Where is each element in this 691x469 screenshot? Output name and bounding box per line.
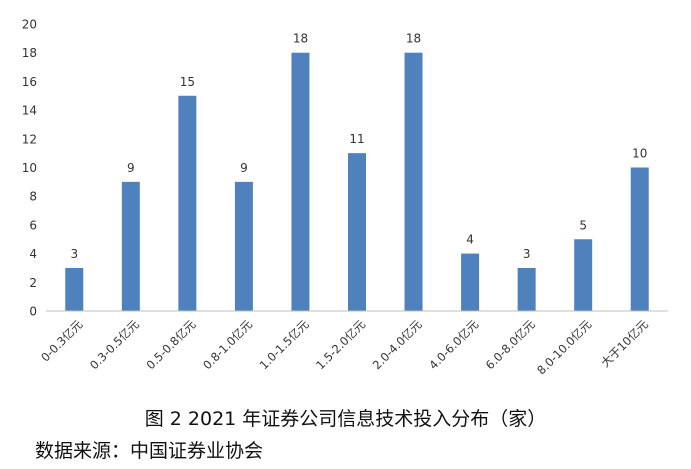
bars: 3 9 15 9 18 11 18 4 3 5 10 [65,32,649,311]
x-axis: 0-0.3亿元 0.3-0.5亿元 0.5-0.8亿元 0.8-1.0亿元 1.0-1.… [38,310,668,377]
y-tick-label: 14 [22,104,37,118]
bar [404,52,423,311]
x-tick-label: 8.0-10.0亿元 [534,317,594,377]
y-tick-label: 20 [22,18,37,32]
bar [461,253,480,311]
x-tick-label: 6.0-8.0亿元 [483,317,538,372]
y-tick-label: 0 [29,305,37,319]
bar [517,267,536,311]
bar [178,95,197,311]
bar [348,153,366,311]
x-tick-label: 0.8-1.0亿元 [200,317,255,372]
bar [291,52,310,311]
y-tick-label: 18 [22,46,37,60]
x-tick-label: 0.3-0.5亿元 [87,317,142,372]
data-label: 3 [70,247,78,261]
y-axis: 0 2 4 6 8 10 12 14 16 18 20 [22,18,37,319]
data-label: 11 [349,132,364,146]
data-label: 5 [579,218,587,232]
data-source: 数据来源：中国证券业协会 [35,440,264,462]
x-tick-label: 4.0-6.0亿元 [426,317,481,372]
y-tick-label: 16 [22,75,37,89]
y-tick-label: 8 [29,190,37,204]
bar [574,239,593,311]
x-tick-label: 大于10亿元 [598,317,651,370]
y-tick-label: 12 [22,132,37,146]
y-tick-label: 10 [22,161,37,175]
x-tick-label: 0-0.3亿元 [38,317,86,365]
x-tick-label: 1.0-1.5亿元 [257,317,312,372]
x-tick-label: 2.0-4.0亿元 [370,317,425,372]
data-label: 4 [466,233,474,247]
bar-chart: 0 2 4 6 8 10 12 14 16 18 20 3 9 15 9 18 11 18 4 3 5 10 0-0.3… [22,18,668,377]
chart-title: 图 2 2021 年证券公司信息技术投入分布（家） [144,408,547,430]
x-tick-label: 1.5-2.0亿元 [313,317,368,372]
bar [630,167,649,311]
data-label: 10 [632,147,647,161]
y-tick-label: 6 [29,218,37,232]
data-label: 18 [406,32,421,46]
data-label: 18 [293,32,308,46]
data-label: 9 [240,161,248,175]
data-label: 15 [180,75,195,89]
bar [234,181,253,311]
bar [65,267,84,311]
x-tick-label: 0.5-0.8亿元 [144,317,199,372]
y-tick-label: 2 [29,276,37,290]
bar [121,181,140,311]
data-label: 9 [127,161,135,175]
data-label: 3 [523,247,531,261]
y-tick-label: 4 [29,247,37,261]
